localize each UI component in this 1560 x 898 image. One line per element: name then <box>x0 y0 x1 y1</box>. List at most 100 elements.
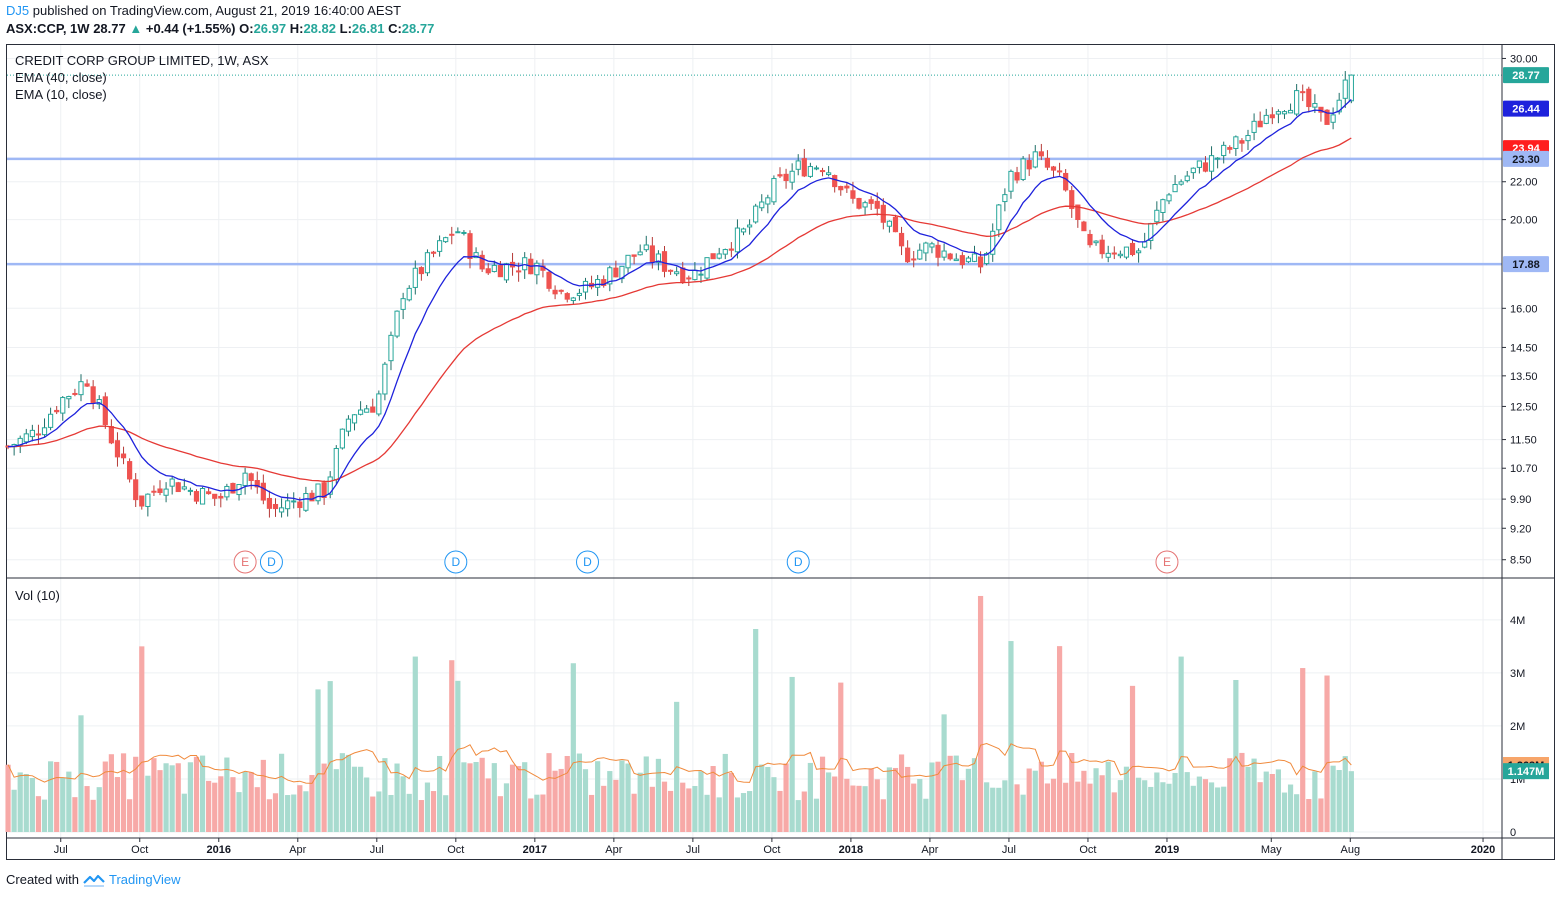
volume-tick-label: 0 <box>1510 827 1516 839</box>
earnings-marker[interactable]: E <box>1155 550 1179 574</box>
candle-up <box>224 485 230 498</box>
open-value: 26.97 <box>253 21 287 36</box>
price-tick-label: 9.90 <box>1510 494 1531 506</box>
candle-down <box>309 492 315 502</box>
price-label-box <box>1503 150 1549 167</box>
candle-down <box>449 233 455 236</box>
candle-down <box>218 495 224 499</box>
volume-bar <box>667 790 674 832</box>
volume-bar <box>1093 768 1099 832</box>
low-value: 26.81 <box>351 21 385 36</box>
candle-up <box>455 231 461 234</box>
volume-bar <box>1050 778 1057 832</box>
candle-down <box>1129 242 1136 256</box>
volume-bar <box>880 799 886 832</box>
candle-up <box>1245 135 1251 142</box>
volume-bar <box>315 689 321 832</box>
volume-bar <box>114 777 121 832</box>
price-tick-label: 30.00 <box>1510 53 1538 65</box>
candle-up <box>443 237 449 243</box>
candle-down <box>601 279 607 286</box>
candle-up <box>941 250 947 258</box>
volume-bar <box>582 769 589 832</box>
candle-down <box>1063 172 1069 191</box>
footer-brand[interactable]: TradingView <box>108 872 181 887</box>
volume-bar <box>1008 641 1014 832</box>
time-tick-label: 2019 <box>1155 844 1179 856</box>
price-label-hline: 23.30 <box>1503 150 1549 167</box>
volume-bar <box>206 780 212 832</box>
candle-down <box>254 480 260 488</box>
dividend-marker[interactable]: D <box>576 550 600 574</box>
price-tick-label: 9.20 <box>1510 523 1531 535</box>
volume-bar <box>41 799 48 832</box>
volume-bar <box>722 753 728 832</box>
candle-down <box>777 174 783 177</box>
time-tick-label: 2017 <box>523 844 547 856</box>
volume-bar <box>1281 792 1288 832</box>
candle-down <box>667 269 674 272</box>
candle-down <box>661 251 668 272</box>
publisher-name[interactable]: DJ5 <box>6 3 30 18</box>
volume-bar <box>23 773 29 832</box>
candle-up <box>351 414 358 424</box>
volume-bar <box>832 776 838 832</box>
price-change: +0.44 (+1.55%) <box>145 21 236 36</box>
volume-bar <box>48 761 54 832</box>
dividend-marker[interactable]: D <box>259 550 283 574</box>
candle-up <box>576 292 583 296</box>
volume-bar <box>1208 782 1215 832</box>
candle-up <box>1233 136 1239 149</box>
candle-down <box>935 244 941 258</box>
candle-up <box>278 507 285 513</box>
volume-bar <box>345 754 352 832</box>
ema40-legend[interactable]: EMA (40, close) <box>15 70 107 85</box>
candle-down <box>1075 204 1081 220</box>
candle-down <box>157 488 163 494</box>
candle-up <box>971 253 978 262</box>
candle-up <box>1117 253 1123 257</box>
candle-up <box>1190 167 1196 174</box>
volume-bar <box>260 759 266 832</box>
candle-down <box>1050 166 1057 171</box>
candle-down <box>133 479 139 501</box>
dividend-marker[interactable]: D <box>444 550 468 574</box>
earnings-marker[interactable]: E <box>233 550 257 574</box>
volume-bar <box>84 786 90 832</box>
candle-up <box>929 243 935 248</box>
volume-bar <box>965 768 972 832</box>
volume-bar <box>35 796 42 832</box>
volume-bar <box>1002 780 1008 832</box>
time-tick-label: Aug <box>1340 844 1360 856</box>
candle-down <box>649 245 655 263</box>
candle-down <box>1269 114 1275 119</box>
candle-down <box>1239 140 1245 144</box>
volume-bar <box>133 756 139 832</box>
dividend-marker[interactable]: D <box>786 550 810 574</box>
time-tick-label: 2020 <box>1471 844 1495 856</box>
price-tick-label: 13.50 <box>1510 371 1538 383</box>
volume-legend[interactable]: Vol (10) <box>15 588 60 603</box>
volume-bar <box>357 766 364 832</box>
time-tick-label: Jul <box>370 844 384 856</box>
candle-down <box>175 482 181 493</box>
candle-up <box>722 249 728 255</box>
volume-bar <box>382 758 388 832</box>
event-label: D <box>583 555 592 569</box>
candle-up <box>66 396 72 400</box>
price-label-box <box>1503 67 1549 84</box>
candle-up <box>333 448 339 481</box>
candle-up <box>862 202 868 208</box>
volume-bar <box>1117 780 1123 832</box>
volume-bar <box>1136 777 1142 832</box>
chart-frame[interactable] <box>6 44 1555 860</box>
volume-bar <box>929 762 935 832</box>
candle-up <box>1294 90 1300 115</box>
volume-bar <box>704 794 710 832</box>
volume-bar <box>437 755 443 832</box>
ema10-legend[interactable]: EMA (10, close) <box>15 87 107 102</box>
volume-bar <box>990 787 996 832</box>
volume-bar <box>631 793 637 832</box>
